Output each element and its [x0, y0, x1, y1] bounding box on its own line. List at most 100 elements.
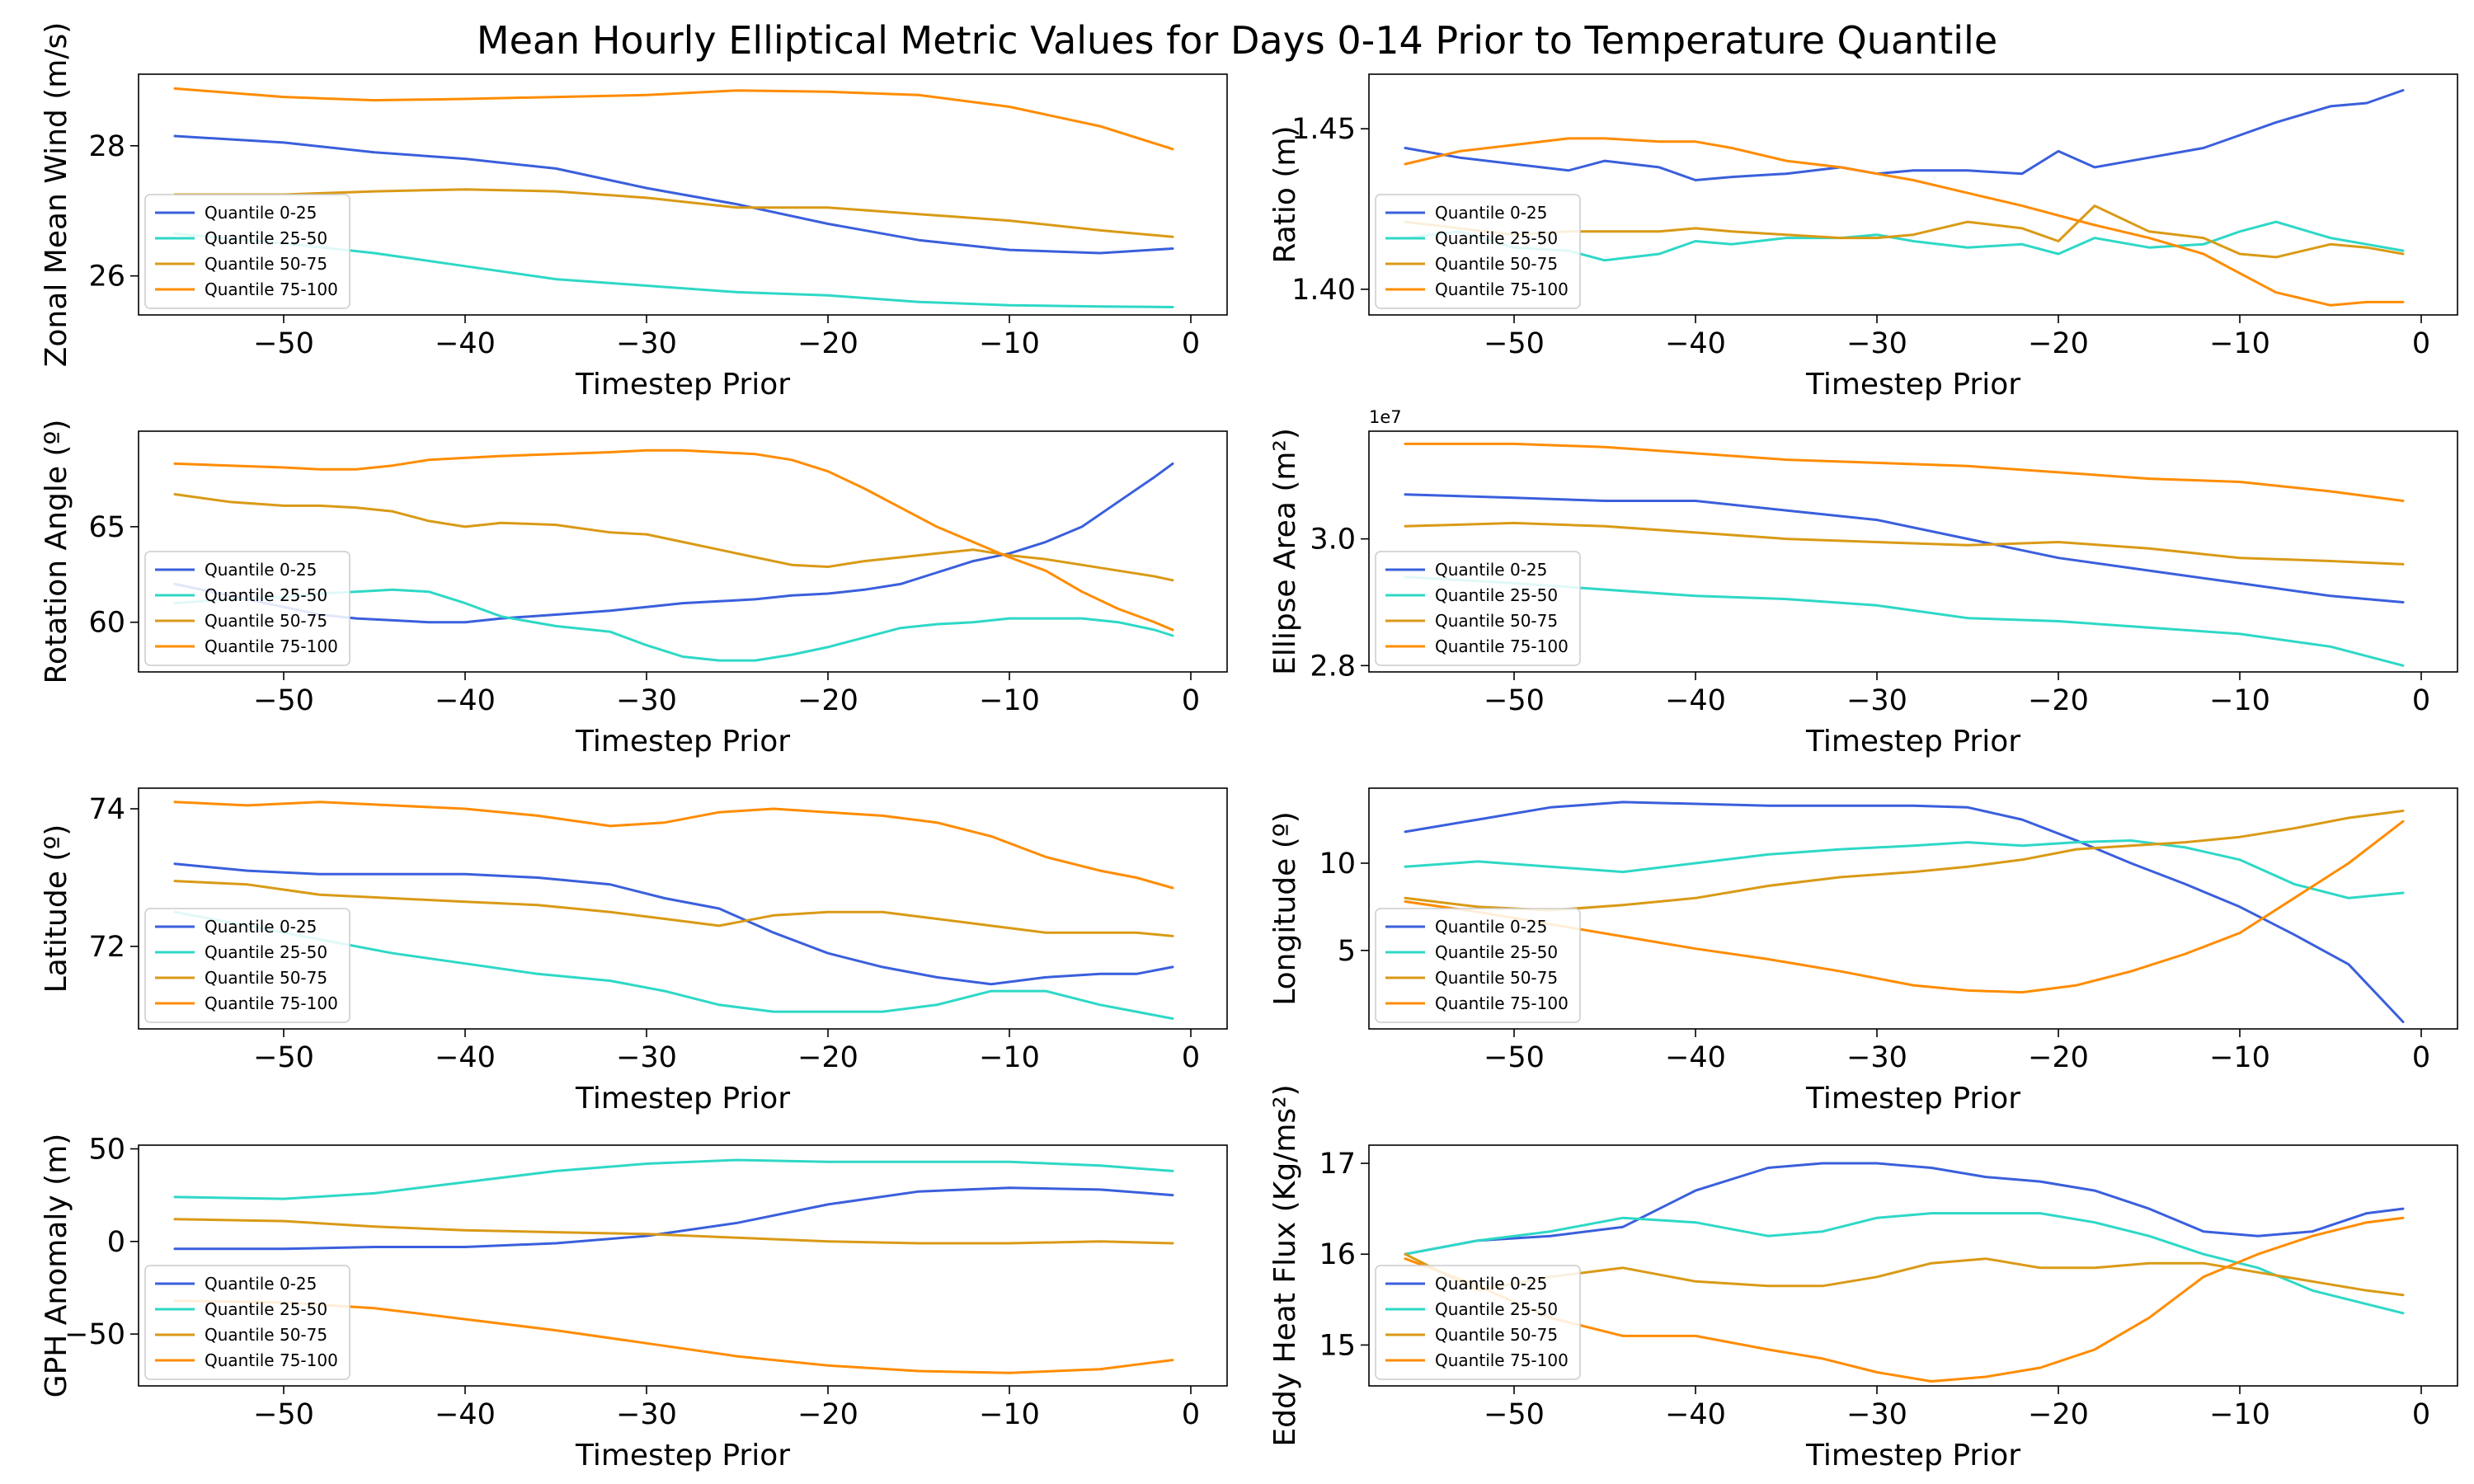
legend-label: Quantile 75-100: [1435, 636, 1569, 656]
x-tick-label: −40: [1665, 1041, 1726, 1074]
series-line-4: [173, 1299, 1174, 1374]
x-axis-label: Timestep Prior: [575, 1439, 790, 1472]
legend-label: Quantile 75-100: [1435, 1350, 1569, 1370]
series-line-3: [173, 1218, 1174, 1245]
x-tick-label: −30: [616, 327, 677, 360]
subplot-5: −50 −40 −30 −20 −10 0 72 74 Timestep Prior Latitu…: [40, 787, 1228, 1115]
legend-box: [144, 908, 350, 1023]
x-tick-label: −50: [1484, 1041, 1545, 1074]
series-line-2: [173, 588, 1174, 662]
x-tick-label: −40: [1665, 1398, 1726, 1431]
legend-label: Quantile 25-50: [205, 228, 327, 248]
x-tick-label: −50: [253, 684, 314, 717]
x-tick-label: −20: [2028, 684, 2089, 717]
y-tick-label: 5: [1338, 935, 1356, 968]
x-tick-label: −50: [1484, 1398, 1545, 1431]
y-tick-label: 1.45: [1291, 113, 1356, 146]
subplot-3: −50 −40 −30 −20 −10 0 60 65 Timestep Prior Rotati…: [40, 420, 1228, 758]
y-tick-label: 17: [1319, 1148, 1356, 1181]
series-line-4: [1404, 819, 2405, 994]
legend-label: Quantile 50-75: [205, 254, 327, 274]
legend-label: Quantile 0-25: [205, 917, 317, 937]
x-axis-label: Timestep Prior: [1805, 368, 2020, 402]
x-tick-label: −10: [979, 1041, 1040, 1074]
legend-box: [144, 551, 350, 666]
y-tick-label: 1.40: [1291, 274, 1356, 307]
x-axis-label: Timestep Prior: [575, 725, 790, 758]
x-tick-label: −10: [2209, 1398, 2270, 1431]
x-tick-label: −40: [435, 1041, 496, 1074]
x-tick-label: −50: [253, 1398, 314, 1431]
x-tick-label: −10: [979, 1398, 1040, 1431]
series-line-1: [173, 1186, 1174, 1251]
legend-label: Quantile 75-100: [1435, 993, 1569, 1013]
legend-label: Quantile 0-25: [205, 560, 317, 580]
x-tick-label: −50: [253, 1041, 314, 1074]
series-line-3: [173, 880, 1174, 937]
y-axis-label: Ellipse Area (m²): [1268, 428, 1302, 675]
legend-label: Quantile 0-25: [1435, 1274, 1547, 1294]
series-line-4: [1404, 1216, 2405, 1383]
axes-frame: [1368, 1144, 2458, 1387]
y-tick-label: 60: [88, 607, 125, 640]
legend-label: Quantile 0-25: [205, 1274, 317, 1294]
y-axis-label: Rotation Angle (º): [40, 420, 73, 684]
legend-label: Quantile 50-75: [1435, 254, 1558, 274]
series-line-4: [1404, 442, 2405, 502]
series-line-3: [1404, 810, 2405, 912]
x-tick-label: −20: [797, 684, 858, 717]
legend-label: Quantile 25-50: [1435, 585, 1558, 605]
x-axis-label: Timestep Prior: [1805, 1439, 2020, 1472]
legend-label: Quantile 50-75: [1435, 968, 1558, 988]
x-tick-label: −50: [253, 327, 314, 360]
x-tick-label: 0: [2412, 327, 2430, 360]
legend-box: [144, 1265, 350, 1380]
series-line-2: [173, 910, 1174, 1020]
series-line-2: [1404, 839, 2405, 899]
series-line-1: [1404, 1162, 2405, 1256]
x-tick-label: 0: [1182, 1041, 1200, 1074]
series-line-2: [1404, 575, 2405, 667]
figure-title: Mean Hourly Elliptical Metric Values for…: [476, 18, 1998, 63]
x-tick-label: −20: [797, 1041, 858, 1074]
subplot-8: −50 −40 −30 −20 −10 0 15 16 17 Timestep Prior Eddy…: [1268, 1084, 2458, 1472]
y-tick-label: 16: [1319, 1238, 1356, 1271]
axes-frame: [138, 73, 1228, 316]
x-tick-label: −10: [979, 327, 1040, 360]
series-line-4: [1404, 137, 2405, 307]
x-tick-label: −10: [979, 684, 1040, 717]
legend-label: Quantile 50-75: [1435, 1325, 1558, 1345]
x-tick-label: −30: [616, 684, 677, 717]
y-axis-label: Eddy Heat Flux (Kg/ms²): [1268, 1084, 1302, 1446]
series-line-4: [173, 801, 1174, 890]
x-tick-label: 0: [1182, 684, 1200, 717]
legend-label: Quantile 25-50: [1435, 228, 1558, 248]
legend-box: [144, 194, 350, 309]
x-axis-label: Timestep Prior: [1805, 1082, 2020, 1115]
series-line-1: [173, 462, 1174, 624]
legend-label: Quantile 0-25: [1435, 917, 1547, 937]
x-tick-label: −40: [435, 327, 496, 360]
legend-box: [1375, 1265, 1581, 1380]
legend-label: Quantile 50-75: [205, 968, 327, 988]
x-tick-label: 0: [1182, 327, 1200, 360]
series-line-3: [1404, 1252, 2405, 1297]
subplot-6: −50 −40 −30 −20 −10 0 5 10 Timestep Prior Longitu…: [1268, 787, 2458, 1115]
x-tick-label: −40: [1665, 684, 1726, 717]
y-tick-label: 0: [107, 1226, 125, 1259]
x-tick-label: −40: [1665, 327, 1726, 360]
subplot-1: −50 −40 −30 −20 −10 0 26 28 Timestep Prior Zonal …: [40, 22, 1228, 402]
x-tick-label: −10: [2209, 1041, 2270, 1074]
y-tick-label: 26: [88, 261, 125, 294]
legend-label: Quantile 0-25: [1435, 203, 1547, 223]
legend-box: [1375, 551, 1581, 666]
x-tick-label: −30: [1846, 684, 1907, 717]
axes-frame: [138, 430, 1228, 673]
x-axis-label: Timestep Prior: [575, 1082, 790, 1115]
legend-label: Quantile 25-50: [205, 1299, 327, 1319]
y-tick-label: 72: [88, 931, 125, 964]
legend: Quantile 0-25 Quantile 25-50 Quantile 50-7…: [1375, 1265, 1581, 1380]
series-line-4: [173, 87, 1174, 151]
legend: Quantile 0-25 Quantile 25-50 Quantile 50-7…: [144, 551, 350, 666]
legend-box: [1375, 194, 1581, 309]
